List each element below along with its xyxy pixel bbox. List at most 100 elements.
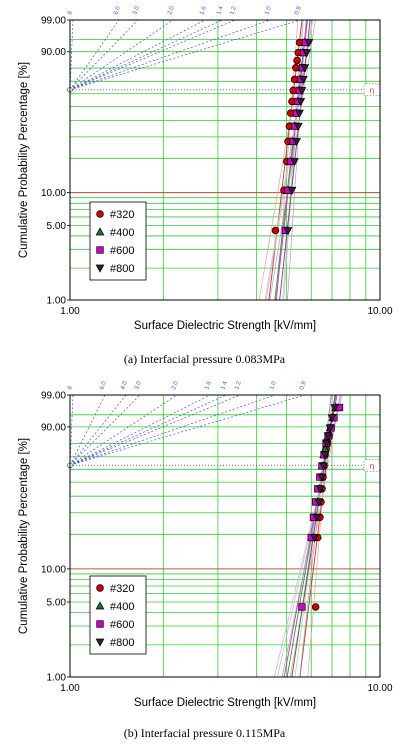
data-point — [314, 498, 324, 507]
data-point — [283, 227, 293, 236]
x-tick-label: 1.00 — [60, 683, 80, 694]
legend-label: #800 — [110, 263, 134, 275]
shape-parameter-line — [69, 394, 306, 466]
plot-frame — [69, 394, 381, 678]
data-point — [310, 534, 319, 543]
weibull-chart-b: 8 6.0 4.0 3.0 2.0 1.6 1.4 1.2 1.0 0.9 η 99.00 90.00 1… — [18, 380, 393, 709]
data-point — [304, 39, 314, 48]
data-point — [96, 584, 104, 592]
data-point — [325, 424, 335, 433]
shape-parameter-line — [69, 394, 227, 466]
legend-label: #600 — [110, 619, 134, 631]
plot-frame — [69, 19, 381, 301]
data-point — [271, 226, 280, 235]
shape-scale-label: 2.0 — [171, 380, 180, 391]
data-point — [319, 462, 329, 471]
shape-parameter-line — [69, 394, 141, 466]
shape-scale-label: 1.2 — [234, 380, 243, 391]
shape-parameter-line — [69, 394, 276, 466]
shape-scale-label: 1.0 — [264, 5, 273, 16]
shape-parameter-line — [69, 394, 178, 466]
shape-parameter-line — [69, 19, 301, 91]
data-point — [95, 638, 105, 647]
x-axis-label: Surface Dielectric Strength [kV/mm] — [134, 320, 316, 332]
data-point — [296, 98, 306, 107]
chart-panel-a: 8 6.0 3.0 2.0 1.6 1.4 1.2 1.0 0.9 η 99.00 90.00 10.0… — [18, 5, 393, 366]
y-tick-label: 99.00 — [41, 391, 66, 402]
shape-parameter-line — [69, 394, 241, 466]
shape-scale-label: 8 — [67, 10, 74, 16]
y-tick-label: 10.00 — [41, 564, 66, 575]
data-point — [315, 485, 325, 494]
legend-label: #320 — [110, 209, 134, 221]
data-point — [327, 414, 337, 423]
chart-panel-b: 8 6.0 4.0 3.0 2.0 1.6 1.4 1.2 1.0 0.9 η 99.00 90.00 1… — [0, 376, 409, 752]
shape-parameter-line — [69, 19, 271, 91]
data-point — [330, 404, 340, 413]
shape-scale-label: 0.9 — [299, 380, 308, 391]
data-point — [302, 49, 312, 58]
data-point — [95, 264, 105, 273]
data-point — [293, 56, 301, 65]
shape-scale-label: 6.0 — [99, 380, 108, 391]
y-axis-label: Cumulative Probability Percentage [%] — [18, 62, 30, 258]
y-tick-label: 90.00 — [41, 422, 66, 433]
y-axis-label: Cumulative Probability Percentage [%] — [18, 438, 30, 634]
y-tick-label: 10.00 — [41, 188, 66, 199]
y-tick-label: 5.00 — [47, 597, 67, 608]
shape-scale-label: 3.0 — [132, 5, 141, 16]
shape-parameter-line — [69, 19, 139, 91]
data-point — [298, 76, 308, 85]
shape-scale-label: 8 — [67, 385, 74, 391]
data-point — [287, 186, 297, 196]
data-point — [96, 620, 104, 628]
shape-scale-label: 1.6 — [199, 5, 208, 16]
shape-scale-label: 1.4 — [216, 5, 225, 16]
weibull-chart-a: 8 6.0 3.0 2.0 1.6 1.4 1.2 1.0 0.9 η 99.00 90.00 10.0… — [18, 5, 393, 332]
data-point — [293, 122, 303, 131]
shape-scale-label: 1.6 — [204, 380, 213, 391]
chart-caption: (b) Interfacial pressure 0.115MPa — [123, 726, 286, 740]
data-point — [311, 603, 320, 611]
shape-parameter-line — [69, 19, 236, 91]
x-tick-label: 10.00 — [367, 683, 392, 694]
x-tick-label: 10.00 — [367, 306, 392, 317]
data-point — [290, 158, 299, 167]
shape-scale-label: 3.0 — [134, 380, 143, 391]
data-point — [323, 432, 333, 441]
x-axis-label: Surface Dielectric Strength [kV/mm] — [134, 697, 316, 709]
shape-scale-label: 0.9 — [294, 5, 303, 16]
shape-scale-label: 6.0 — [113, 5, 122, 16]
y-tick-label: 90.00 — [41, 47, 66, 58]
data-point — [297, 87, 307, 96]
y-tick-label: 5.00 — [47, 221, 67, 232]
legend-label: #400 — [110, 227, 134, 239]
data-point — [317, 473, 327, 482]
eta-label: η — [370, 461, 374, 470]
data-point — [312, 513, 322, 523]
shape-parameter-line — [69, 394, 127, 466]
shape-parameter-line — [69, 19, 174, 91]
data-point — [95, 227, 105, 236]
chart-caption: (a) Interfacial pressure 0.083MPa — [123, 352, 286, 366]
data-point — [295, 109, 304, 118]
data-point — [298, 603, 306, 611]
shape-scale-label: 1.4 — [220, 380, 229, 391]
data-point — [322, 439, 331, 448]
shape-scale-label: 2.0 — [167, 5, 176, 16]
data-point — [96, 246, 104, 254]
shape-scale-label: 1.0 — [269, 380, 278, 391]
shape-scale-label: 1.2 — [229, 5, 238, 16]
legend-label: #400 — [110, 601, 134, 613]
x-tick-label: 1.00 — [60, 306, 80, 317]
shape-parameter-line — [69, 394, 106, 466]
shape-parameter-line — [69, 19, 206, 91]
data-point — [96, 210, 104, 218]
y-tick-label: 1.00 — [47, 296, 67, 307]
y-tick-label: 99.00 — [41, 16, 66, 27]
data-point — [300, 64, 310, 73]
y-tick-label: 1.00 — [47, 673, 67, 684]
eta-label: η — [370, 86, 374, 95]
legend-label: #600 — [110, 245, 134, 257]
legend-label: #320 — [110, 583, 134, 595]
